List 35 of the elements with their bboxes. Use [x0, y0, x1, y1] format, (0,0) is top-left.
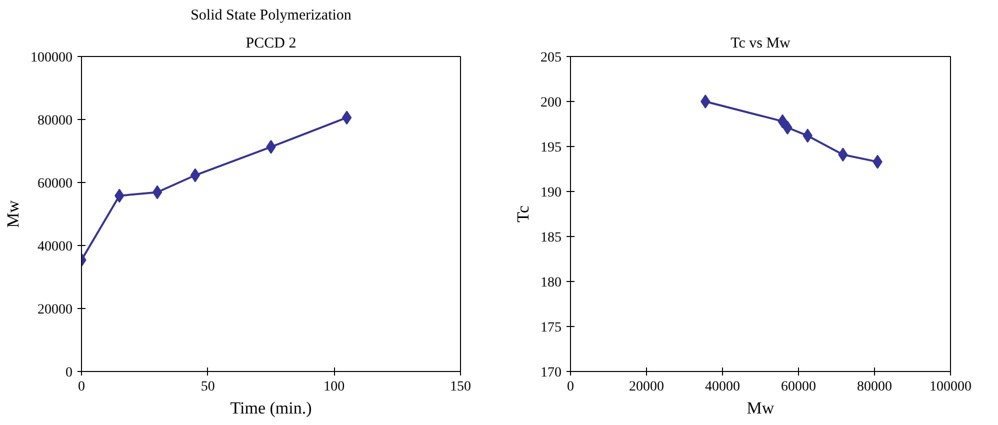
- x-tick-label: 60000: [781, 380, 816, 394]
- y-tick-label: 205: [540, 50, 562, 66]
- x-axis-title: Mw: [746, 398, 775, 418]
- y-tick-label: 185: [540, 230, 562, 246]
- y-axis-title: Tc: [514, 205, 532, 222]
- chart-subtitle: PCCD 2: [246, 36, 296, 52]
- x-tick-label: 150: [450, 380, 471, 394]
- point: [700, 94, 710, 108]
- point: [342, 110, 352, 125]
- point: [152, 185, 162, 200]
- x-tick-label: 100000: [930, 380, 972, 394]
- y-tick-label: 175: [540, 320, 562, 336]
- y-tick-label: 100000: [30, 50, 72, 66]
- chart-title: Tc vs Mw: [730, 36, 791, 52]
- x-tick-label: 0: [78, 380, 85, 394]
- x-tick-label: 40000: [705, 380, 740, 394]
- x-tick-label: 20000: [629, 380, 664, 394]
- x-tick-label: 50: [200, 380, 215, 394]
- chart-title: Solid State Polymerization: [190, 8, 352, 24]
- y-tick-label: 190: [540, 186, 562, 200]
- y-tick-label: 20000: [38, 302, 72, 318]
- y-tick-label: 40000: [38, 240, 72, 254]
- y-tick-label: 0: [66, 366, 72, 380]
- x-tick-label: 100: [324, 380, 345, 394]
- y-axis-title: Mw: [4, 200, 22, 228]
- x-tick-label: 80000: [857, 380, 892, 394]
- y-tick-label: 180: [540, 276, 562, 290]
- x-axis-title: Time (min.): [230, 398, 312, 418]
- y-tick-label: 195: [540, 140, 562, 156]
- y-tick-label: 200: [540, 96, 562, 110]
- x-tick-label: 0: [567, 380, 574, 394]
- y-tick-label: 80000: [38, 114, 72, 128]
- y-tick-label: 60000: [38, 176, 72, 192]
- y-tick-label: 170: [540, 366, 562, 380]
- point: [190, 168, 200, 182]
